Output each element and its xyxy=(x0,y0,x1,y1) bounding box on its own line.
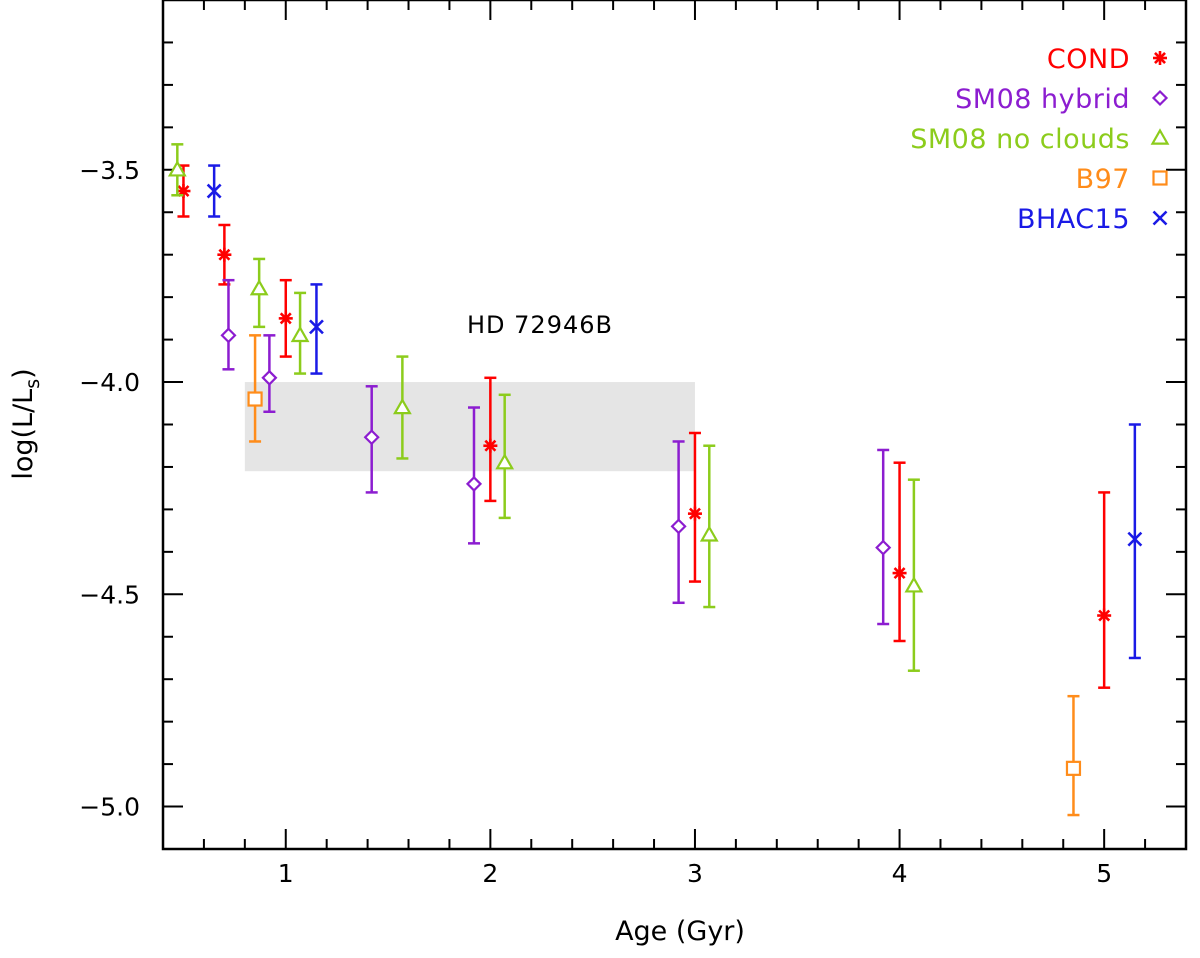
data-point xyxy=(309,319,324,335)
error-bar xyxy=(222,278,235,371)
shaded-region-layer xyxy=(244,382,695,472)
data-point xyxy=(278,311,293,326)
tick-labels-layer: 1 2 3 4 5 −5.0 −4.5 −4.0 −3.5 xyxy=(79,156,1112,888)
data-point xyxy=(206,183,222,199)
x-tick-label: 3 xyxy=(687,859,703,888)
data-point xyxy=(687,506,702,521)
shaded-region xyxy=(244,382,695,472)
series-sm08-hybrid xyxy=(220,278,892,626)
series-b97 xyxy=(247,334,1082,817)
legend-label: COND xyxy=(1047,44,1130,75)
legend-marker xyxy=(1153,51,1167,65)
legend-item-b97: B97 xyxy=(1076,164,1168,195)
y-tick-label: −5.0 xyxy=(79,793,140,822)
data-point xyxy=(495,452,515,470)
annotation-hd72946b: HD 72946B xyxy=(467,311,613,339)
legend-label: BHAC15 xyxy=(1017,204,1130,235)
data-point xyxy=(290,325,310,343)
y-tick-label: −4.0 xyxy=(79,368,140,397)
legend-item-bhac15: BHAC15 xyxy=(1017,204,1168,235)
data-point xyxy=(247,391,263,407)
x-tick-label: 1 xyxy=(278,859,294,888)
y-axis-title-main: log(L/L xyxy=(8,389,39,480)
legend: COND SM08 hybrid SM08 no clouds B97 BHAC15 xyxy=(910,44,1170,235)
legend-marker xyxy=(1152,170,1168,186)
legend-item-cond: COND xyxy=(1047,44,1167,75)
data-point xyxy=(167,160,187,177)
data-point xyxy=(392,397,412,415)
legend-item-sm08-no-clouds: SM08 no clouds xyxy=(910,124,1170,155)
data-point xyxy=(904,576,924,593)
y-axis-title-sub: s xyxy=(22,379,44,389)
legend-item-sm08-hybrid: SM08 hybrid xyxy=(955,84,1169,115)
data-point xyxy=(261,369,278,386)
legend-marker xyxy=(1150,128,1170,145)
data-point xyxy=(1065,760,1082,776)
error-bar xyxy=(249,334,262,443)
data-point xyxy=(465,475,483,492)
x-tick-label: 4 xyxy=(892,859,908,888)
data-point xyxy=(670,518,687,535)
data-point xyxy=(1127,531,1143,547)
y-tick-label: −3.5 xyxy=(79,156,140,185)
data-point xyxy=(699,525,719,542)
x-tick-label: 5 xyxy=(1096,859,1112,888)
x-axis-title: Age (Gyr) xyxy=(615,916,745,947)
error-bar xyxy=(1098,491,1111,689)
data-point xyxy=(875,539,892,556)
y-axis-title-close: ) xyxy=(8,368,39,379)
axis-ticks-layer xyxy=(162,0,1187,850)
error-bar xyxy=(1067,694,1080,817)
series-cond xyxy=(176,164,1112,689)
error-bar xyxy=(893,461,906,643)
error-bar xyxy=(1128,423,1141,660)
error-bar xyxy=(310,283,323,375)
legend-marker xyxy=(1151,89,1169,107)
legend-label: SM08 hybrid xyxy=(955,84,1130,115)
error-bar xyxy=(907,478,920,672)
data-point xyxy=(483,438,498,453)
error-bar xyxy=(467,406,480,545)
legend-marker xyxy=(1152,210,1168,226)
data-series-layer xyxy=(167,143,1143,817)
y-tick-label: −4.5 xyxy=(79,580,140,609)
series-bhac15 xyxy=(206,164,1143,660)
x-tick-label: 2 xyxy=(482,859,498,888)
data-point xyxy=(363,429,380,446)
error-bar xyxy=(877,448,890,626)
data-point xyxy=(1097,608,1112,623)
y-axis-title: log(L/Ls) xyxy=(8,368,44,479)
legend-label: B97 xyxy=(1076,164,1130,195)
data-point xyxy=(249,278,269,296)
data-point xyxy=(220,327,237,344)
plot-frame xyxy=(161,0,1188,851)
legend-label: SM08 no clouds xyxy=(910,124,1130,155)
series-sm08-no-clouds xyxy=(167,143,924,672)
data-point xyxy=(217,247,232,262)
data-point xyxy=(892,566,907,581)
